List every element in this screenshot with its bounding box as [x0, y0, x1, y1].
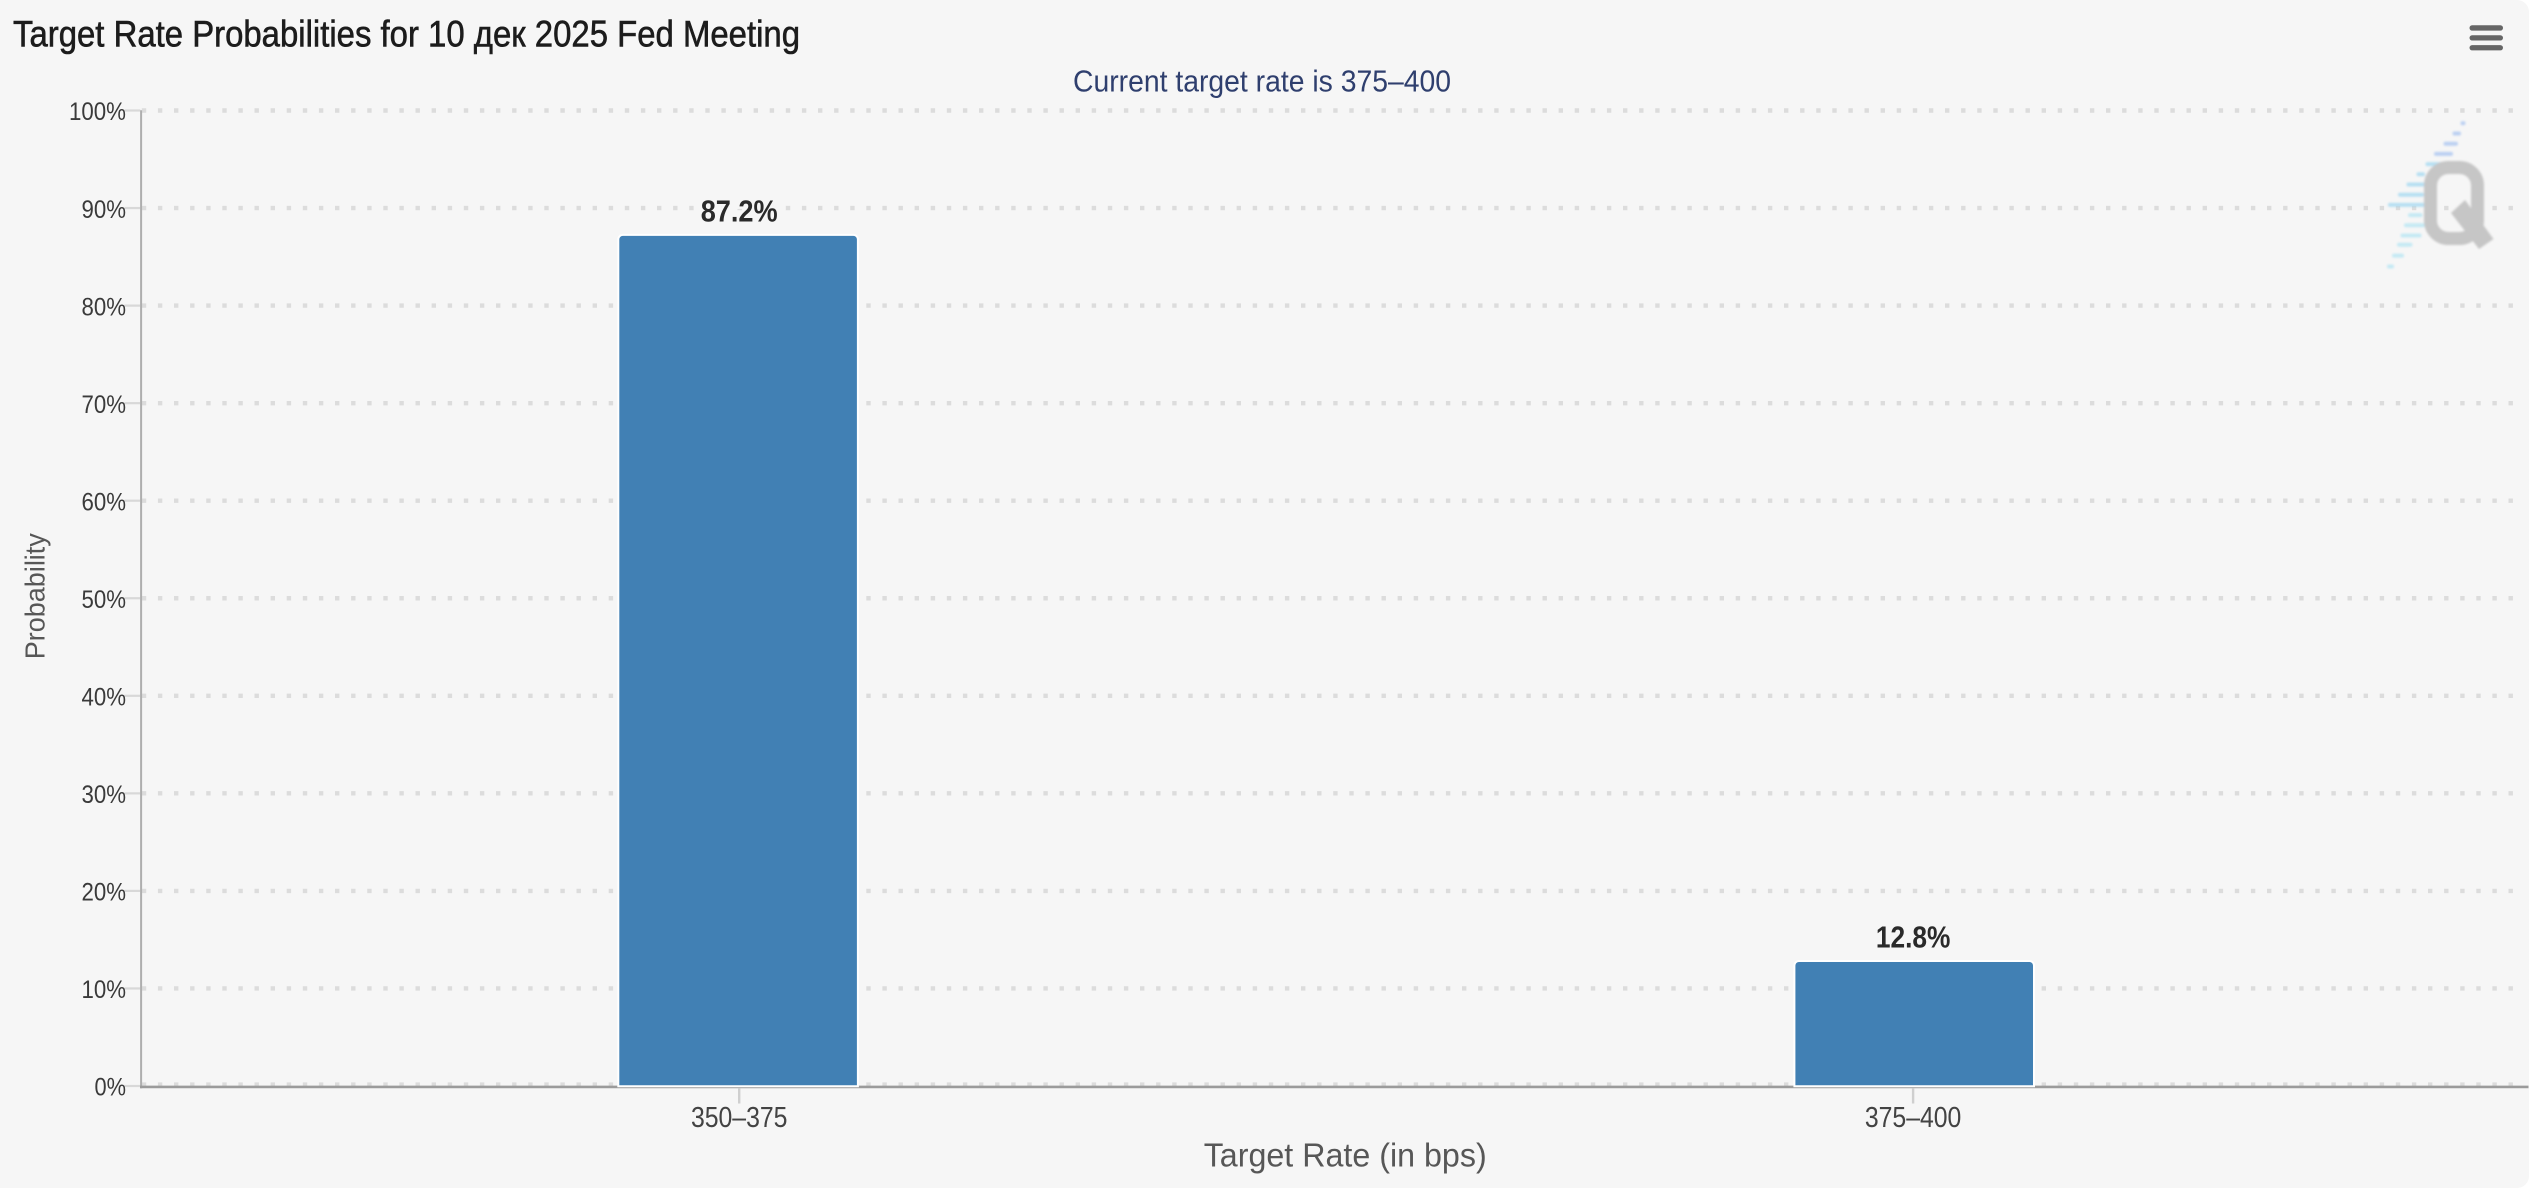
svg-text:90%: 90% [82, 196, 127, 224]
svg-text:80%: 80% [82, 293, 127, 321]
svg-text:87.2%: 87.2% [701, 194, 778, 229]
svg-text:Target Rate Probabilities for: Target Rate Probabilities for 10 дек 202… [13, 12, 800, 54]
svg-text:Probability: Probability [19, 533, 50, 659]
svg-text:Current target rate is 375–400: Current target rate is 375–400 [1073, 63, 1451, 98]
svg-text:50%: 50% [82, 586, 127, 614]
svg-text:Target Rate (in bps): Target Rate (in bps) [1204, 1136, 1487, 1173]
svg-text:0%: 0% [95, 1074, 127, 1102]
svg-text:350–375: 350–375 [691, 1102, 788, 1134]
svg-text:12.8%: 12.8% [1876, 920, 1951, 955]
svg-text:70%: 70% [82, 391, 127, 419]
svg-text:100%: 100% [69, 98, 126, 126]
svg-text:40%: 40% [82, 684, 127, 712]
svg-text:20%: 20% [82, 879, 127, 907]
svg-text:60%: 60% [82, 488, 127, 516]
svg-text:375–400: 375–400 [1865, 1102, 1962, 1134]
svg-text:10%: 10% [82, 976, 127, 1004]
svg-text:30%: 30% [82, 781, 127, 809]
